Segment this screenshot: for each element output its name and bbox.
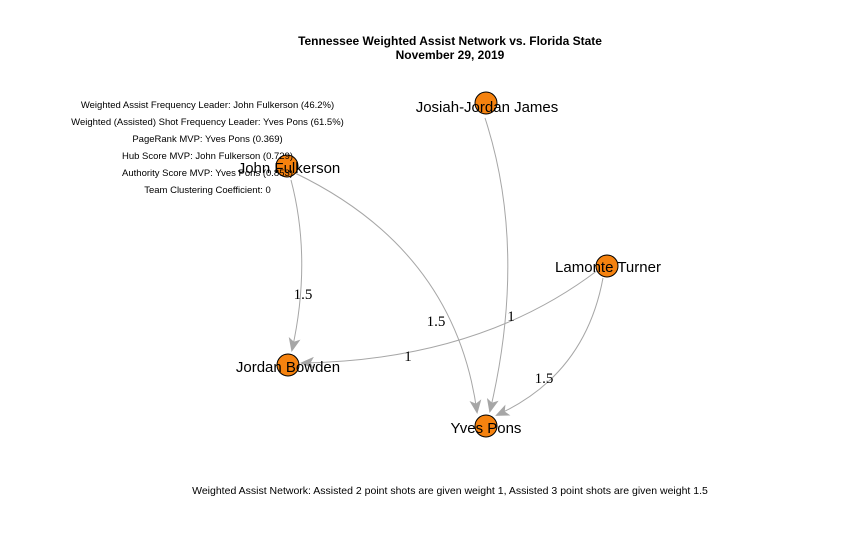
node-john-fulkerson: John Fulkerson — [238, 154, 341, 178]
node-lamonte-turner-marker — [595, 254, 619, 278]
chart-title-line-1: Tennessee Weighted Assist Network vs. Fl… — [298, 34, 602, 48]
node-josiah-jordan-james-marker — [474, 91, 498, 115]
network-stats-block: Weighted Assist Frequency Leader: John F… — [40, 97, 375, 199]
node-lamonte-turner: Lamonte Turner — [555, 254, 661, 278]
node-yves-pons-marker — [474, 414, 498, 438]
node-john-fulkerson-marker — [275, 154, 299, 178]
node-jordan-bowden-marker — [276, 353, 300, 377]
edge-weight-john-to-yves: 1.5 — [427, 314, 446, 330]
edge-weight-josiah-to-yves: 1 — [507, 309, 515, 325]
nodes-layer: Josiah-Jordan James John Fulkerson Lamon… — [236, 91, 661, 438]
node-john-fulkerson-label: John Fulkerson — [238, 160, 341, 177]
node-lamonte-turner-label: Lamonte Turner — [555, 259, 661, 276]
stat-clustering-coefficient: Team Clustering Coefficient: 0 — [144, 185, 271, 196]
node-josiah-jordan-james-label: Josiah-Jordan James — [416, 99, 559, 116]
node-jordan-bowden-label: Jordan Bowden — [236, 359, 340, 376]
stat-shot-frequency-leader: Weighted (Assisted) Shot Frequency Leade… — [71, 117, 344, 128]
edge-lamonte-to-yves — [495, 277, 604, 416]
edge-weights-layer: 1.5 1.5 1 1 1.5 — [294, 287, 554, 387]
node-jordan-bowden: Jordan Bowden — [236, 353, 340, 377]
edge-weight-john-to-jordan: 1.5 — [294, 287, 313, 303]
stat-authority-score-mvp: Authority Score MVP: Yves Pons (0.853) — [122, 168, 293, 179]
chart-title: Tennessee Weighted Assist Network vs. Fl… — [0, 34, 860, 62]
stat-assist-frequency-leader: Weighted Assist Frequency Leader: John F… — [80, 100, 335, 111]
edges-layer — [288, 117, 604, 416]
node-josiah-jordan-james: Josiah-Jordan James — [416, 91, 559, 116]
edge-josiah-to-yves — [484, 117, 509, 413]
chart-title-line-2: November 29, 2019 — [395, 48, 505, 62]
edge-john-to-yves — [294, 172, 482, 414]
edge-weight-lamonte-to-jordan: 1 — [404, 349, 412, 365]
node-yves-pons: Yves Pons — [451, 414, 522, 438]
weighting-footnote: Weighted Assist Network: Assisted 2 poin… — [192, 485, 708, 497]
node-yves-pons-label: Yves Pons — [451, 420, 522, 437]
edge-lamonte-to-jordan — [300, 269, 599, 369]
edge-john-to-jordan — [288, 179, 303, 352]
stat-pagerank-mvp: PageRank MVP: Yves Pons (0.369) — [132, 134, 283, 145]
stat-hub-score-mvp: Hub Score MVP: John Fulkerson (0.729) — [121, 151, 294, 162]
edge-weight-lamonte-to-yves: 1.5 — [535, 371, 554, 387]
